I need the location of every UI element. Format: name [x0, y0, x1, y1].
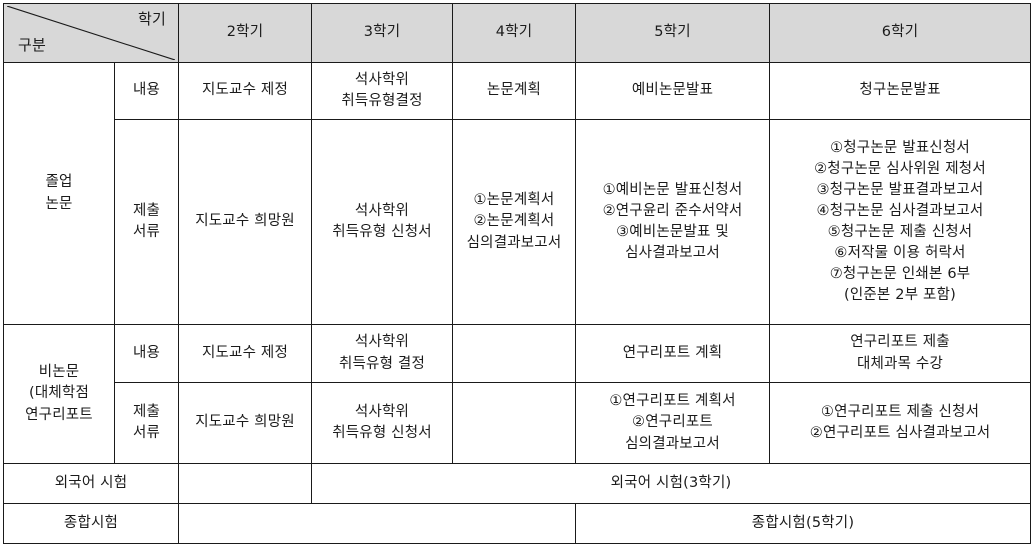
- cell-foreign-language-exam-span: 외국어 시험(3학기): [311, 463, 1031, 504]
- cell-foreign-language-exam-sem2: [178, 463, 312, 504]
- cell-non-thesis-content-sem6: 연구리포트 제출 대체과목 수강: [769, 324, 1031, 383]
- section-label-non-thesis: 비논문 (대체학점 연구리포트: [3, 324, 115, 464]
- cell-thesis-docs-sem3: 석사학위 취득유형 신청서: [311, 119, 453, 325]
- subrow-label-non-thesis-content: 내용: [114, 324, 179, 383]
- table-row: 외국어 시험 외국어 시험(3학기): [3, 463, 1031, 504]
- cell-thesis-content-sem6: 청구논문발표: [769, 62, 1031, 120]
- header-semester-label: 학기: [137, 10, 166, 28]
- cell-thesis-docs-sem5: ①예비논문 발표신청서 ②연구윤리 준수서약서 ③예비논문발표 및 심사결과보고…: [575, 119, 770, 325]
- header-semester-6: 6학기: [769, 3, 1031, 63]
- cell-thesis-content-sem3: 석사학위 취득유형결정: [311, 62, 453, 120]
- header-corner-cell: 학기 구분: [3, 3, 179, 63]
- table-header-row: 학기 구분 2학기 3학기 4학기 5학기 6학기: [3, 3, 1031, 63]
- header-category-label: 구분: [18, 36, 47, 55]
- header-semester-2: 2학기: [178, 3, 312, 63]
- cell-non-thesis-docs-sem5: ①연구리포트 계획서 ②연구리포트 심의결과보고서: [575, 382, 770, 464]
- cell-non-thesis-content-sem4: [452, 324, 576, 383]
- table-row: 제출 서류 지도교수 희망원 석사학위 취득유형 신청서 ①연구리포트 계획서 …: [4, 382, 1031, 464]
- cell-thesis-docs-sem6: ①청구논문 발표신청서 ②청구논문 심사위원 제청서 ③청구논문 발표결과보고서…: [769, 119, 1031, 325]
- header-semester-4: 4학기: [452, 3, 576, 63]
- subrow-label-thesis-content: 내용: [114, 62, 179, 120]
- diagonal-divider-icon: [7, 6, 175, 60]
- row-label-foreign-language-exam: 외국어 시험: [3, 463, 179, 504]
- cell-thesis-content-sem4: 논문계획: [452, 62, 576, 120]
- cell-thesis-docs-sem4: ①논문계획서 ②논문계획서 심의결과보고서: [452, 119, 576, 325]
- subrow-label-thesis-documents: 제출 서류: [114, 119, 179, 325]
- table-row: 종합시험 종합시험(5학기): [3, 503, 1031, 544]
- cell-non-thesis-content-sem2: 지도교수 제정: [178, 324, 312, 383]
- header-semester-5: 5학기: [575, 3, 770, 63]
- cell-non-thesis-docs-sem3: 석사학위 취득유형 신청서: [311, 382, 453, 464]
- cell-thesis-docs-sem2: 지도교수 희망원: [178, 119, 312, 325]
- cell-non-thesis-content-sem5: 연구리포트 계획: [575, 324, 770, 383]
- curriculum-table-page: 학기 구분 2학기 3학기 4학기 5학기 6학기 졸업 논문 내용: [0, 3, 1033, 544]
- cell-non-thesis-docs-sem4: [452, 382, 576, 464]
- section-label-thesis: 졸업 논문: [3, 62, 115, 325]
- row-label-comprehensive-exam: 종합시험: [3, 503, 179, 544]
- cell-non-thesis-docs-sem2: 지도교수 희망원: [178, 382, 312, 464]
- subrow-label-non-thesis-documents: 제출 서류: [114, 382, 179, 464]
- cell-thesis-content-sem5: 예비논문발표: [575, 62, 770, 120]
- cell-non-thesis-docs-sem6: ①연구리포트 제출 신청서 ②연구리포트 심사결과보고서: [769, 382, 1031, 464]
- graduation-requirements-table: 학기 구분 2학기 3학기 4학기 5학기 6학기 졸업 논문 내용: [3, 3, 1031, 544]
- table-row: 졸업 논문 내용 지도교수 제정 석사학위 취득유형결정 논문계획 예비논문발표: [3, 62, 1031, 325]
- header-semester-3: 3학기: [311, 3, 453, 63]
- table-row: 제출 서류 지도교수 희망원 석사학위 취득유형 신청서 ①논문계획서 ②논문계…: [4, 119, 1031, 325]
- cell-comprehensive-exam-span: 종합시험(5학기): [575, 503, 1031, 544]
- cell-non-thesis-content-sem3: 석사학위 취득유형 결정: [311, 324, 453, 383]
- cell-comprehensive-exam-blank: [178, 503, 576, 544]
- cell-thesis-content-sem2: 지도교수 제정: [178, 62, 312, 120]
- table-row: 비논문 (대체학점 연구리포트 내용 지도교수 제정 석사학위 취득유형 결정: [3, 324, 1031, 464]
